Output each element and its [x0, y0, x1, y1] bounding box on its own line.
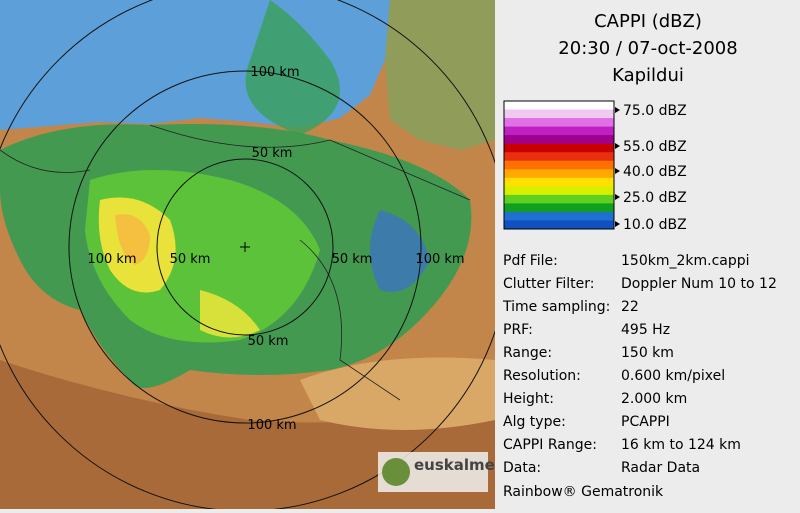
param-key: Resolution:: [503, 368, 581, 384]
scale-label: 10.0 dBZ: [623, 217, 687, 233]
range-ring: [156, 158, 334, 336]
color-band: [504, 143, 614, 153]
param-key: CAPPI Range:: [503, 437, 597, 453]
color-band: [504, 211, 614, 221]
color-band: [504, 177, 614, 187]
param-key: Height:: [503, 391, 554, 407]
scale-arrow: [615, 194, 620, 200]
color-band: [504, 109, 614, 119]
info-panel: CAPPI (dBZ) 20:30 / 07-oct-2008 Kapildui…: [502, 11, 777, 500]
color-scale-frame: [503, 100, 615, 230]
border: [0, 124, 471, 401]
scale-arrow: [615, 221, 620, 227]
color-band: [504, 160, 614, 170]
param-value: Radar Data: [621, 460, 700, 476]
param-key: PRF:: [503, 322, 533, 338]
scale-label: 40.0 dBZ: [623, 164, 687, 180]
scale-arrow: [615, 168, 620, 174]
ring-label: 100 km: [250, 65, 299, 80]
color-band: [504, 152, 614, 162]
ring-label: 50 km: [248, 334, 289, 349]
logo-text: euskalmet: [414, 456, 502, 474]
param-value: 150km_2km.cappi: [621, 253, 750, 269]
rain: [370, 210, 430, 292]
timestamp: 20:30 / 07-oct-2008: [558, 38, 737, 59]
ring-label: 50 km: [252, 146, 293, 161]
radar-center: [240, 242, 250, 252]
footer: Rainbow® Gematronik: [503, 484, 664, 500]
param-value: 495 Hz: [621, 322, 670, 338]
color-band: [504, 118, 614, 128]
highland: [0, 360, 495, 509]
range-ring: [68, 70, 422, 424]
param-value: PCAPPI: [621, 414, 670, 430]
scale-label: 25.0 dBZ: [623, 190, 687, 206]
param-value: 2.000 km: [621, 391, 687, 407]
color-band: [504, 203, 614, 213]
ring-label: 100 km: [87, 252, 136, 267]
param-value: 22: [621, 299, 639, 315]
color-band: [504, 220, 614, 230]
valley: [300, 357, 495, 430]
color-band: [504, 126, 614, 136]
param-key: Pdf File:: [503, 253, 558, 269]
color-band: [504, 101, 614, 111]
land-north: [385, 0, 495, 150]
param-value: Doppler Num 10 to 12: [621, 276, 777, 292]
rain: [115, 214, 150, 265]
scale-label: 75.0 dBZ: [623, 103, 687, 119]
param-key: Time sampling:: [502, 299, 610, 315]
param-key: Data:: [503, 460, 541, 476]
param-key: Alg type:: [503, 414, 566, 430]
scale-arrow: [615, 107, 620, 113]
color-band: [504, 169, 614, 179]
ring-label: 100 km: [247, 418, 296, 433]
param-key: Clutter Filter:: [503, 276, 594, 292]
rain: [200, 290, 260, 338]
rain: [245, 0, 340, 135]
parameters: Pdf File: 150km_2km.cappi Clutter Filter: D…: [502, 253, 777, 476]
param-value: 0.600 km/pixel: [621, 368, 725, 384]
title: CAPPI (dBZ): [594, 11, 702, 32]
param-value: 16 km to 124 km: [621, 437, 741, 453]
param-value: 150 km: [621, 345, 674, 361]
ring-label: 100 km: [415, 252, 464, 267]
scale-arrow: [615, 143, 620, 149]
ring-label: 50 km: [332, 252, 373, 267]
color-scale: [504, 101, 620, 230]
param-key: Range:: [503, 345, 552, 361]
color-band: [504, 194, 614, 204]
logo-icon: [382, 458, 410, 486]
color-band: [504, 186, 614, 196]
site: Kapildui: [612, 65, 684, 86]
ring-label: 50 km: [170, 252, 211, 267]
scale-label: 55.0 dBZ: [623, 139, 687, 155]
color-band: [504, 135, 614, 145]
radar-map: 100 km 50 km 100 km 50 km 50 km 100 km 5…: [0, 0, 502, 509]
